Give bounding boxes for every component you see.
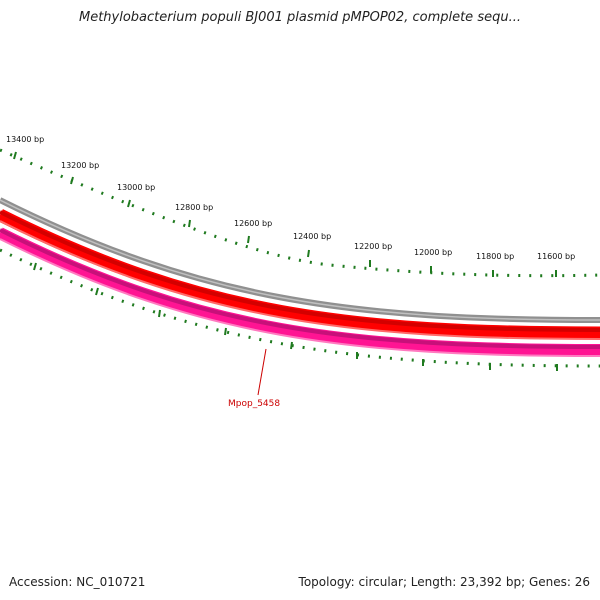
outer-ruler-dots: [0, 148, 600, 278]
ruler-label: 12200 bp: [354, 242, 392, 251]
ruler-label: 13200 bp: [61, 161, 99, 170]
backbone-track-highlight: [0, 199, 600, 321]
ruler-label: 13400 bp: [6, 135, 44, 144]
outer-ruler-ticks: [13, 151, 557, 277]
ruler-tick: [33, 262, 37, 271]
ruler-label: 13000 bp: [117, 183, 155, 192]
ruler-tick: [188, 219, 191, 228]
ruler-tick: [158, 309, 161, 318]
ruler-tick: [127, 199, 131, 208]
gene-label-mpop-5458[interactable]: Mpop_5458: [228, 399, 280, 409]
ruler-label: 11800 bp: [476, 252, 514, 261]
summary-text: Topology: circular; Length: 23,392 bp; G…: [298, 575, 590, 589]
ruler-label: 12600 bp: [234, 219, 272, 228]
forward-gene-track: [0, 209, 600, 340]
ruler-label: 12800 bp: [175, 203, 213, 212]
ruler-tick: [290, 341, 293, 350]
accession-text: Accession: NC_010721: [9, 575, 146, 589]
gene-callout-line: [257, 348, 267, 396]
reverse-gene-track-shade: [0, 228, 600, 349]
ruler-tick: [247, 235, 250, 244]
page-title: Methylobacterium populi BJ001 plasmid pM…: [79, 10, 521, 25]
forward-gene-track-edge: [0, 220, 600, 340]
ruler-tick: [307, 249, 310, 258]
forward-gene-track-shade: [0, 210, 600, 332]
reverse-gene-track: [0, 227, 600, 356]
ruler-tick: [95, 287, 99, 296]
ruler-label: 12000 bp: [414, 248, 452, 257]
ruler-label: 11600 bp: [537, 252, 575, 261]
ruler-tick: [224, 327, 227, 336]
inner-ruler-dots: [0, 248, 600, 368]
ruler-labels: 13400 bp 13200 bp 13000 bp 12800 bp 1260…: [6, 135, 575, 261]
inner-ruler-ticks: [33, 262, 558, 371]
reverse-gene-track-edge: [0, 238, 600, 357]
ruler-tick: [13, 151, 17, 160]
ruler-tick: [70, 176, 74, 185]
ruler-label: 12400 bp: [293, 232, 331, 241]
